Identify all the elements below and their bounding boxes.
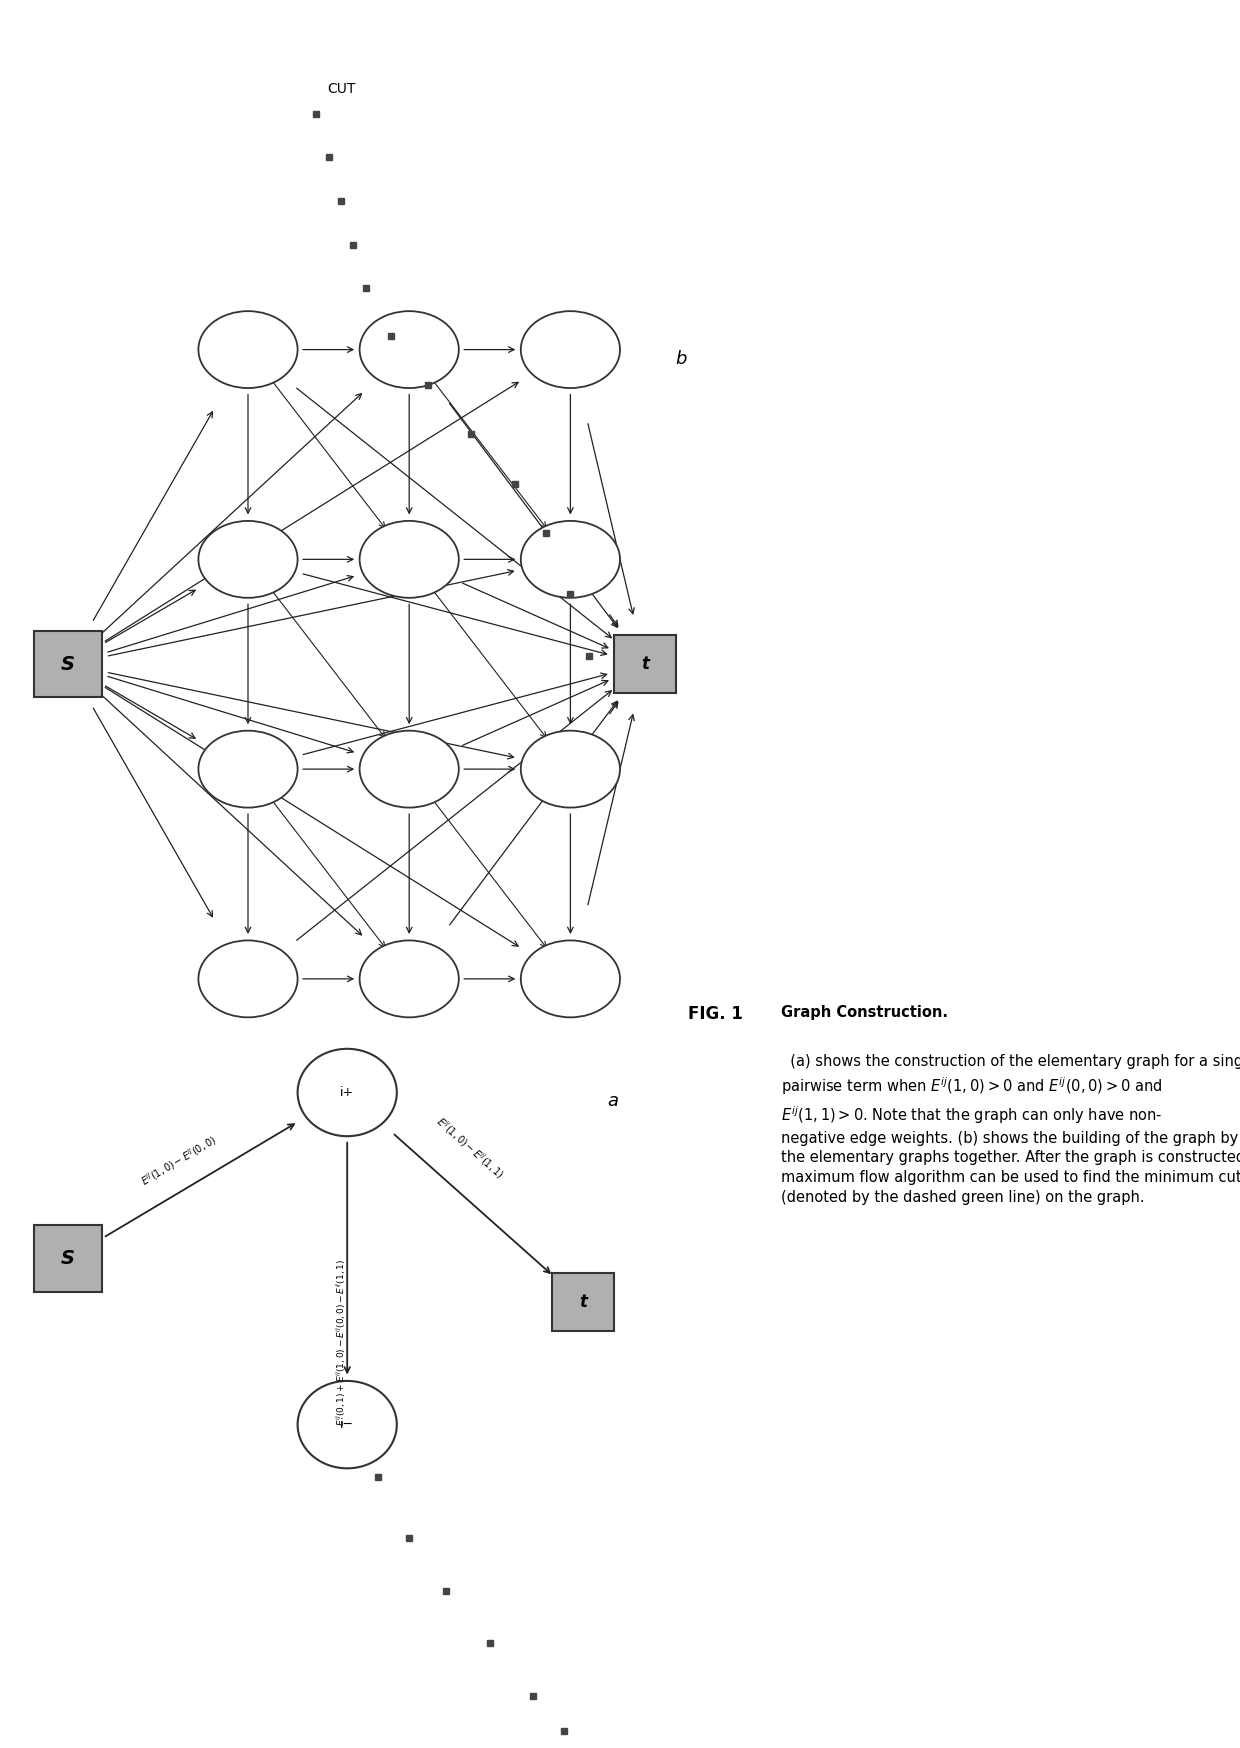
Ellipse shape xyxy=(198,311,298,388)
Text: t: t xyxy=(579,1294,587,1311)
Ellipse shape xyxy=(360,311,459,388)
Ellipse shape xyxy=(360,940,459,1017)
Ellipse shape xyxy=(298,1049,397,1136)
Ellipse shape xyxy=(198,940,298,1017)
Text: CUT: CUT xyxy=(327,82,355,96)
Text: Graph Construction.: Graph Construction. xyxy=(781,1005,949,1021)
FancyBboxPatch shape xyxy=(35,631,102,697)
Text: i+: i+ xyxy=(340,1086,355,1099)
Ellipse shape xyxy=(521,521,620,598)
Text: $E^{ij}(1, 0) - E^{ij}(1, 1)$: $E^{ij}(1, 0) - E^{ij}(1, 1)$ xyxy=(433,1113,507,1182)
Text: $E^{ij}(0, 1) + E^{ij}(1, 0) - E^{ij}(0, 0) - E^{ij}(1, 1)$: $E^{ij}(0, 1) + E^{ij}(1, 0) - E^{ij}(0,… xyxy=(335,1259,347,1426)
Text: S: S xyxy=(61,1250,76,1267)
Ellipse shape xyxy=(198,521,298,598)
Text: $E^{ij}(1, 0) - E^{ij}(0, 0)$: $E^{ij}(1, 0) - E^{ij}(0, 0)$ xyxy=(139,1133,219,1189)
Text: t: t xyxy=(641,656,649,673)
FancyBboxPatch shape xyxy=(552,1273,614,1332)
Ellipse shape xyxy=(521,311,620,388)
FancyBboxPatch shape xyxy=(614,635,676,692)
Text: a: a xyxy=(608,1092,619,1110)
Ellipse shape xyxy=(521,731,620,808)
Text: b: b xyxy=(676,350,687,367)
Ellipse shape xyxy=(360,521,459,598)
Text: (a) shows the construction of the elementary graph for a single
pairwise term wh: (a) shows the construction of the elemen… xyxy=(781,1054,1240,1204)
Text: S: S xyxy=(61,656,76,673)
FancyBboxPatch shape xyxy=(35,1225,102,1292)
Ellipse shape xyxy=(360,731,459,808)
Ellipse shape xyxy=(521,940,620,1017)
Ellipse shape xyxy=(198,731,298,808)
Text: i−: i− xyxy=(340,1418,355,1432)
Ellipse shape xyxy=(298,1381,397,1468)
Text: FIG. 1: FIG. 1 xyxy=(688,1005,743,1023)
